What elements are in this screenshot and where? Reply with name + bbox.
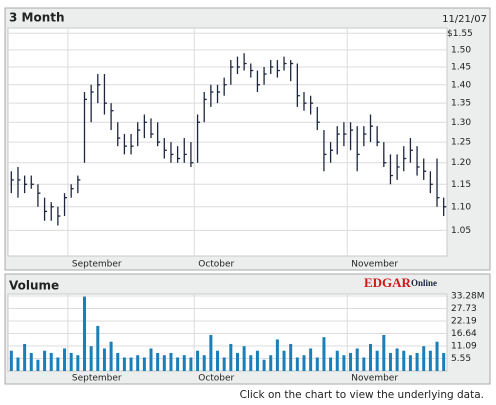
volume-bar bbox=[222, 357, 226, 371]
volume-bar bbox=[255, 350, 259, 371]
volume-bar bbox=[302, 355, 306, 371]
volume-bar bbox=[355, 348, 359, 371]
volume-bar bbox=[408, 355, 412, 371]
volume-bar bbox=[156, 352, 160, 371]
y-tick-label: 1.10 bbox=[451, 202, 471, 212]
volume-bar bbox=[269, 355, 273, 371]
volume-bar bbox=[322, 337, 326, 371]
x-tick-label: November bbox=[351, 260, 398, 270]
logo-brand: EDGAR bbox=[364, 275, 412, 290]
y-tick-label: 1.20 bbox=[451, 158, 471, 168]
volume-bar bbox=[229, 343, 233, 371]
volume-bar bbox=[23, 343, 27, 371]
volume-bar bbox=[415, 352, 419, 371]
volume-bar bbox=[9, 350, 13, 371]
y-tick-label: 27.73 bbox=[451, 304, 477, 314]
volume-bar bbox=[349, 352, 353, 371]
volume-bar bbox=[49, 352, 53, 371]
volume-bar bbox=[122, 357, 126, 371]
y-tick-label: 1.40 bbox=[451, 80, 471, 90]
y-tick-label: 16.64 bbox=[451, 329, 477, 339]
volume-bar bbox=[282, 350, 286, 371]
volume-bar bbox=[375, 350, 379, 371]
y-tick-label: 1.15 bbox=[451, 180, 471, 190]
volume-bar bbox=[329, 357, 333, 371]
volume-bar bbox=[309, 348, 313, 371]
volume-bar bbox=[102, 348, 106, 371]
y-tick-label: 5.55 bbox=[451, 354, 471, 364]
volume-bar bbox=[235, 352, 239, 371]
volume-bar bbox=[442, 352, 446, 371]
volume-bar bbox=[116, 352, 120, 371]
y-tick-label: 1.25 bbox=[451, 138, 471, 148]
y-tick-label: $1.55 bbox=[447, 29, 473, 39]
volume-bar bbox=[36, 359, 40, 371]
volume-bar bbox=[262, 359, 266, 371]
volume-bar bbox=[209, 334, 213, 371]
x-tick-label: September bbox=[72, 260, 122, 270]
volume-bar bbox=[162, 355, 166, 371]
volume-bar bbox=[182, 355, 186, 371]
volume-bar bbox=[388, 352, 392, 371]
chart-date: 11/21/07 bbox=[442, 14, 487, 25]
volume-bar bbox=[142, 357, 146, 371]
volume-bar bbox=[289, 343, 293, 371]
volume-bar bbox=[369, 343, 373, 371]
volume-plot bbox=[7, 293, 448, 372]
volume-bar bbox=[202, 355, 206, 371]
volume-bar bbox=[362, 357, 366, 371]
y-tick-label: 22.19 bbox=[451, 316, 477, 326]
volume-bar bbox=[43, 350, 47, 371]
y-tick-label: 1.35 bbox=[451, 99, 471, 109]
footer-note[interactable]: Click on the chart to view the underlyin… bbox=[240, 389, 484, 401]
volume-bar bbox=[315, 357, 319, 371]
volume-bar bbox=[56, 357, 60, 371]
volume-bar bbox=[402, 350, 406, 371]
volume-bar bbox=[89, 346, 93, 371]
x-tick-label: September bbox=[72, 374, 122, 384]
volume-bar bbox=[109, 341, 113, 371]
y-tick-label: 1.30 bbox=[451, 118, 471, 128]
volume-bar bbox=[295, 357, 299, 371]
volume-bar bbox=[189, 357, 193, 371]
y-tick-label: 1.05 bbox=[451, 226, 471, 236]
volume-bar bbox=[216, 350, 220, 371]
volume-title: Volume bbox=[9, 279, 59, 293]
volume-bar bbox=[342, 355, 346, 371]
chart-title: 3 Month bbox=[9, 11, 65, 25]
volume-bar bbox=[428, 350, 432, 371]
x-tick-label: October bbox=[198, 374, 234, 384]
volume-bar bbox=[422, 346, 426, 371]
volume-bar bbox=[275, 339, 279, 371]
y-tick-label: 11.09 bbox=[451, 342, 477, 352]
volume-bar bbox=[82, 296, 86, 371]
y-tick-label: 33.28M bbox=[451, 292, 485, 302]
y-tick-label: 1.45 bbox=[451, 62, 471, 72]
volume-bar bbox=[29, 352, 33, 371]
volume-bar bbox=[149, 348, 153, 371]
volume-bar bbox=[335, 350, 339, 371]
volume-bar bbox=[249, 355, 253, 371]
volume-bar bbox=[395, 348, 399, 371]
logo-suffix: Online bbox=[411, 278, 437, 288]
volume-bar bbox=[136, 355, 140, 371]
volume-bar bbox=[69, 352, 73, 371]
volume-bar bbox=[242, 346, 246, 371]
volume-bar bbox=[129, 357, 133, 371]
volume-bar bbox=[16, 357, 20, 371]
volume-bar bbox=[96, 325, 100, 371]
x-tick-label: October bbox=[198, 260, 234, 270]
volume-bar bbox=[196, 350, 200, 371]
y-tick-label: 1.50 bbox=[451, 45, 471, 55]
x-tick-label: November bbox=[351, 374, 398, 384]
volume-bar bbox=[435, 341, 439, 371]
volume-bar bbox=[176, 357, 180, 371]
volume-bar bbox=[76, 355, 80, 371]
logo: EDGAROnline bbox=[364, 275, 437, 290]
volume-bar bbox=[169, 352, 173, 371]
volume-bar bbox=[382, 334, 386, 371]
volume-bar bbox=[63, 348, 67, 371]
